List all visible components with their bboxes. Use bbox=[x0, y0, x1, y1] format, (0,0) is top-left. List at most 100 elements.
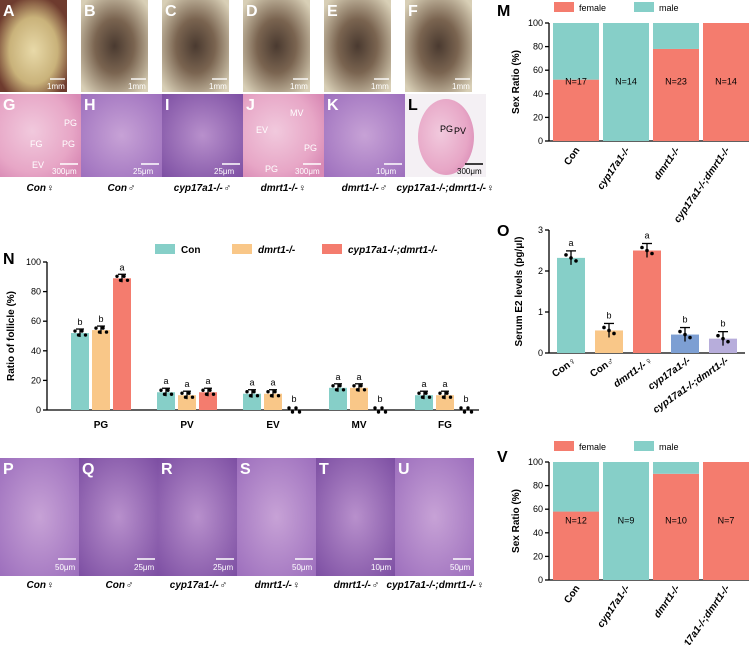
data-point bbox=[362, 388, 367, 392]
y-tick-label: 2 bbox=[538, 266, 543, 276]
sig-letter: a bbox=[119, 262, 124, 272]
sig-letter: b bbox=[291, 394, 296, 404]
bar-male bbox=[603, 23, 649, 141]
y-tick-label: 60 bbox=[31, 316, 41, 326]
sig-letter: a bbox=[163, 376, 168, 386]
x-tick-label: dmrt1-/- bbox=[652, 145, 683, 182]
data-point bbox=[211, 392, 216, 396]
panel-letter-I: I bbox=[165, 97, 169, 114]
bar-male bbox=[653, 462, 699, 474]
histo-J bbox=[243, 94, 324, 177]
histo-H bbox=[81, 94, 162, 177]
bar-female bbox=[553, 511, 599, 580]
data-point bbox=[726, 339, 730, 344]
histo-caption: cyp17a1-/-♂ bbox=[170, 580, 226, 591]
photo-B bbox=[81, 0, 148, 92]
follicle-label: EV bbox=[32, 160, 44, 170]
bar bbox=[329, 387, 347, 410]
data-point bbox=[352, 384, 356, 388]
x-tick-label: Con♂ bbox=[588, 355, 616, 379]
bar bbox=[633, 250, 661, 353]
panel-letter-N: N bbox=[3, 251, 15, 268]
data-point bbox=[688, 335, 692, 340]
panel-letter-M: M bbox=[497, 3, 510, 20]
scale-label: 10μm bbox=[376, 167, 397, 176]
histo-caption: Con♂ bbox=[106, 580, 133, 591]
x-tick-label: cyp17a1-/-;dmrt1-/- bbox=[672, 583, 733, 645]
sig-letter: b bbox=[720, 319, 725, 329]
data-point bbox=[331, 384, 335, 388]
legend-label: female bbox=[579, 3, 606, 13]
panel-letter-U: U bbox=[398, 461, 410, 478]
x-tick-label: FG bbox=[438, 420, 452, 431]
histo-P bbox=[0, 458, 79, 576]
n-label: N=9 bbox=[618, 515, 635, 525]
data-point bbox=[683, 332, 687, 337]
histo-caption: dmrt1-/-♂ bbox=[342, 183, 387, 194]
histo-caption: cyp17a1-/-;dmrt1-/-♀ bbox=[397, 183, 494, 194]
data-point bbox=[650, 251, 654, 256]
follicle-label: PG bbox=[440, 124, 453, 134]
data-point bbox=[76, 333, 81, 337]
bar bbox=[199, 392, 217, 410]
x-tick-label: PG bbox=[94, 420, 109, 431]
y-axis-title: Ratio of follicle (%) bbox=[6, 291, 17, 381]
panel-letter-R: R bbox=[161, 461, 173, 478]
histo-R bbox=[158, 458, 237, 576]
panel-letter-L: L bbox=[408, 97, 418, 114]
sig-letter: b bbox=[682, 315, 687, 325]
scale-label: 50μm bbox=[292, 563, 313, 572]
histo-caption: dmrt1-/-♀ bbox=[255, 580, 300, 591]
y-tick-label: 20 bbox=[533, 112, 543, 122]
data-point bbox=[118, 278, 123, 282]
y-tick-label: 40 bbox=[533, 89, 543, 99]
sig-letter: a bbox=[205, 376, 210, 386]
y-tick-label: 3 bbox=[538, 225, 543, 235]
bar bbox=[264, 393, 282, 410]
legend-label: cyp17a1-/-;dmrt1-/- bbox=[348, 245, 438, 256]
sig-letter: a bbox=[184, 379, 189, 389]
data-point bbox=[441, 395, 446, 399]
data-point bbox=[420, 395, 425, 399]
y-tick-label: 80 bbox=[533, 481, 543, 491]
panel-letter-Q: Q bbox=[82, 461, 94, 478]
follicle-label: PG bbox=[64, 118, 77, 128]
scale-label: 50μm bbox=[450, 563, 471, 572]
bar bbox=[436, 395, 454, 410]
panel-letter-P: P bbox=[3, 461, 14, 478]
scale-label: 1mm bbox=[290, 82, 308, 91]
bar bbox=[557, 257, 585, 353]
histo-I bbox=[162, 94, 243, 177]
x-tick-label: Con bbox=[562, 145, 582, 167]
chart-M: 0 20 40 60 80 100 Sex Ratio (%) female male N=17 C… bbox=[511, 2, 749, 225]
y-tick-label: 60 bbox=[533, 504, 543, 514]
data-point bbox=[716, 333, 720, 338]
n-label: N=7 bbox=[718, 515, 735, 525]
histo-Q bbox=[79, 458, 158, 576]
follicle-label: PG bbox=[304, 143, 317, 153]
legend-swatch-male bbox=[634, 441, 654, 451]
x-tick-label: EV bbox=[266, 420, 280, 431]
data-point bbox=[469, 410, 474, 414]
panel-letter-D: D bbox=[246, 3, 258, 20]
data-point bbox=[334, 388, 339, 392]
scale-label: 10μm bbox=[371, 563, 392, 572]
data-point bbox=[162, 392, 167, 396]
data-point bbox=[83, 333, 88, 337]
y-tick-label: 0 bbox=[538, 348, 543, 358]
scale-label: 50μm bbox=[55, 563, 76, 572]
legend-label: male bbox=[659, 3, 679, 13]
photo-E bbox=[324, 0, 391, 92]
panel-letter-C: C bbox=[165, 3, 177, 20]
data-point bbox=[201, 388, 205, 392]
legend-swatch bbox=[322, 244, 342, 254]
y-tick-label: 100 bbox=[26, 257, 41, 267]
data-point bbox=[245, 390, 249, 394]
data-point bbox=[80, 329, 84, 333]
scale-label: 25μm bbox=[133, 167, 154, 176]
bar bbox=[178, 395, 196, 410]
x-tick-label: dmrt1-/- bbox=[652, 583, 683, 620]
data-point bbox=[204, 392, 209, 396]
scale-label: 1mm bbox=[452, 82, 470, 91]
